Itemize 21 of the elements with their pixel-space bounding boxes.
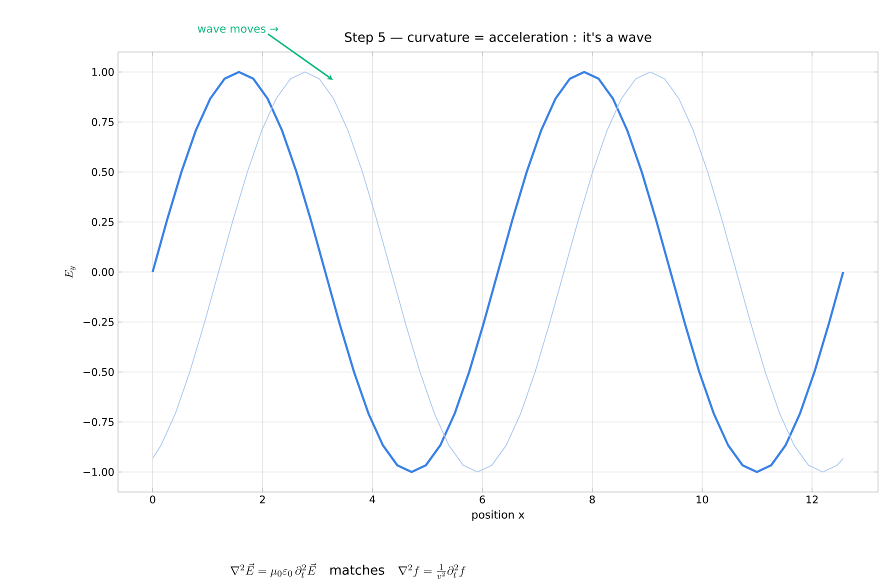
y-tick-label: −0.75 xyxy=(84,418,114,426)
x-tick-label: 2 xyxy=(260,496,265,504)
y-tick-label: 1.00 xyxy=(92,68,114,76)
y-tick-label: 0.50 xyxy=(92,168,114,176)
y-tick-label: −0.25 xyxy=(84,318,114,326)
x-tick-label: 0 xyxy=(150,496,156,504)
y-tick-label: 0.25 xyxy=(92,218,114,226)
y-tick-label: 0.75 xyxy=(92,118,114,126)
chart-title: Step 5 — curvature = acceleration : it's a wave xyxy=(344,32,652,44)
x-tick-label: 10 xyxy=(696,496,708,504)
x-tick-label: 4 xyxy=(370,496,376,504)
x-axis-title: position x xyxy=(472,510,524,521)
x-tick-label: 12 xyxy=(806,496,818,504)
text: wave moves → xyxy=(198,26,278,33)
y-axis-title: $E_y$ xyxy=(64,266,76,278)
text: $\nabla^2\vec{E}=\mu_0\varepsilon_0\,\partial_t^2\vec{E}\quad\mathrm{matches}\quad\nabla^2 f=\frac{1}{v^2}\partial_t^2 f$ xyxy=(230,563,466,579)
y-tick-label: −0.50 xyxy=(84,368,114,376)
y-tick-label: 0.00 xyxy=(92,268,114,276)
x-tick-label: 6 xyxy=(480,496,485,504)
x-tick-label: 8 xyxy=(590,496,595,504)
y-tick-label: −1.00 xyxy=(84,468,114,476)
